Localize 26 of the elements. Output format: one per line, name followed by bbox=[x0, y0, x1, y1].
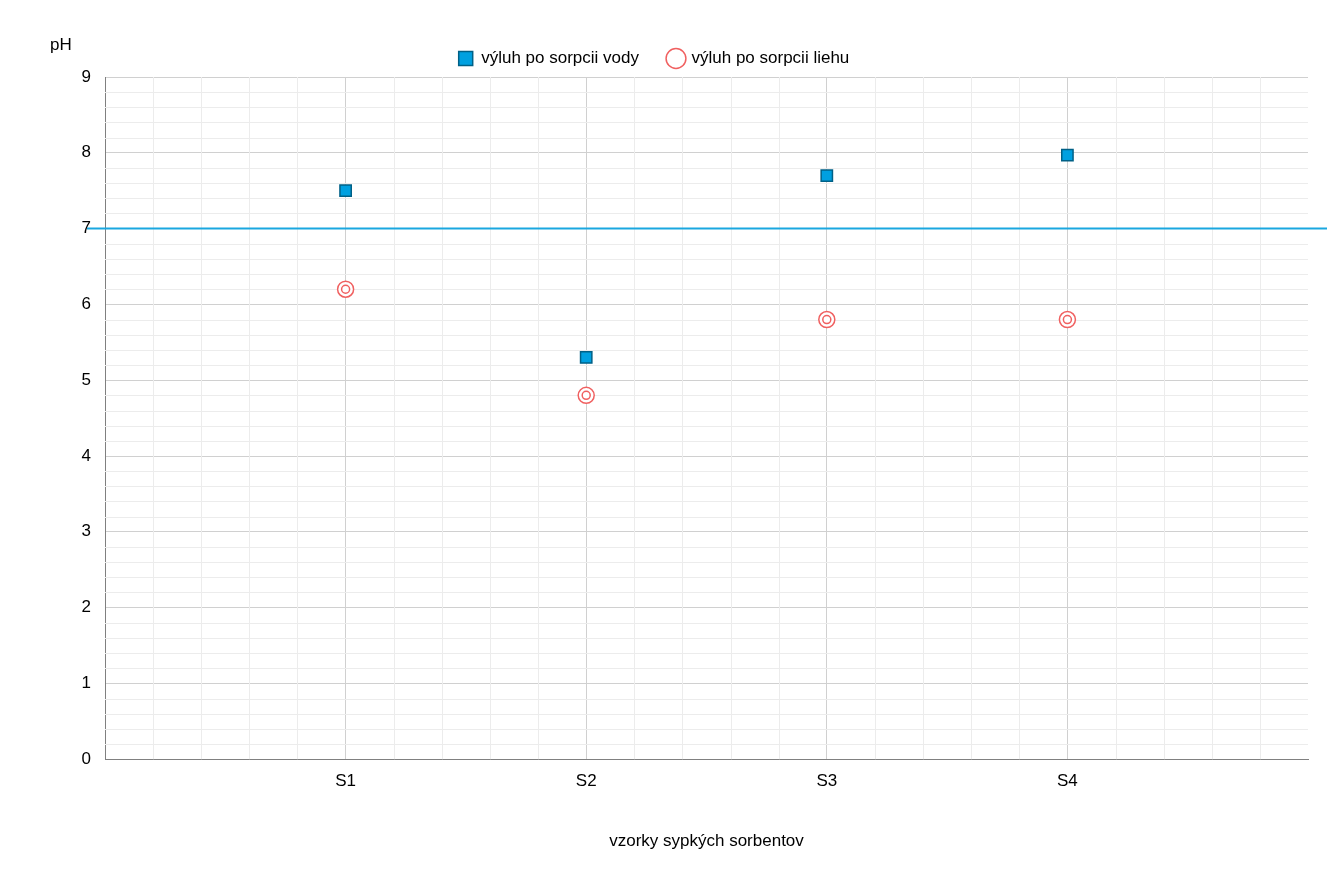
y-tick-label: 2 bbox=[81, 597, 91, 617]
point bbox=[336, 280, 355, 298]
point bbox=[339, 184, 353, 198]
y-tick-label: 3 bbox=[81, 521, 91, 541]
y-axis-title: pH bbox=[50, 34, 72, 54]
x-tick-label: S3 bbox=[816, 771, 838, 791]
x-tick-label: S4 bbox=[1057, 771, 1078, 791]
y-tick-label: 5 bbox=[81, 369, 91, 389]
y-tick-label: 8 bbox=[81, 142, 91, 162]
x-tick-label: S2 bbox=[575, 771, 597, 791]
x-tick-label: S1 bbox=[335, 771, 356, 791]
x-axis-title: vzorky sypkých sorbentov bbox=[609, 831, 805, 851]
y-tick-label: 0 bbox=[81, 748, 91, 768]
point bbox=[820, 169, 834, 182]
y-tick-label: 7 bbox=[81, 218, 91, 238]
point bbox=[579, 351, 593, 364]
point bbox=[818, 310, 836, 329]
point bbox=[1058, 310, 1077, 329]
point bbox=[577, 386, 595, 405]
y-tick-label: 4 bbox=[81, 445, 91, 465]
legend-label: výluh po sorpcii liehu bbox=[691, 48, 850, 68]
y-tick-label: 6 bbox=[81, 294, 91, 314]
y-tick-label: 1 bbox=[81, 673, 91, 693]
point bbox=[1060, 148, 1074, 162]
legend-label: výluh po sorpcii vody bbox=[481, 48, 640, 68]
y-tick-label: 9 bbox=[81, 66, 91, 86]
